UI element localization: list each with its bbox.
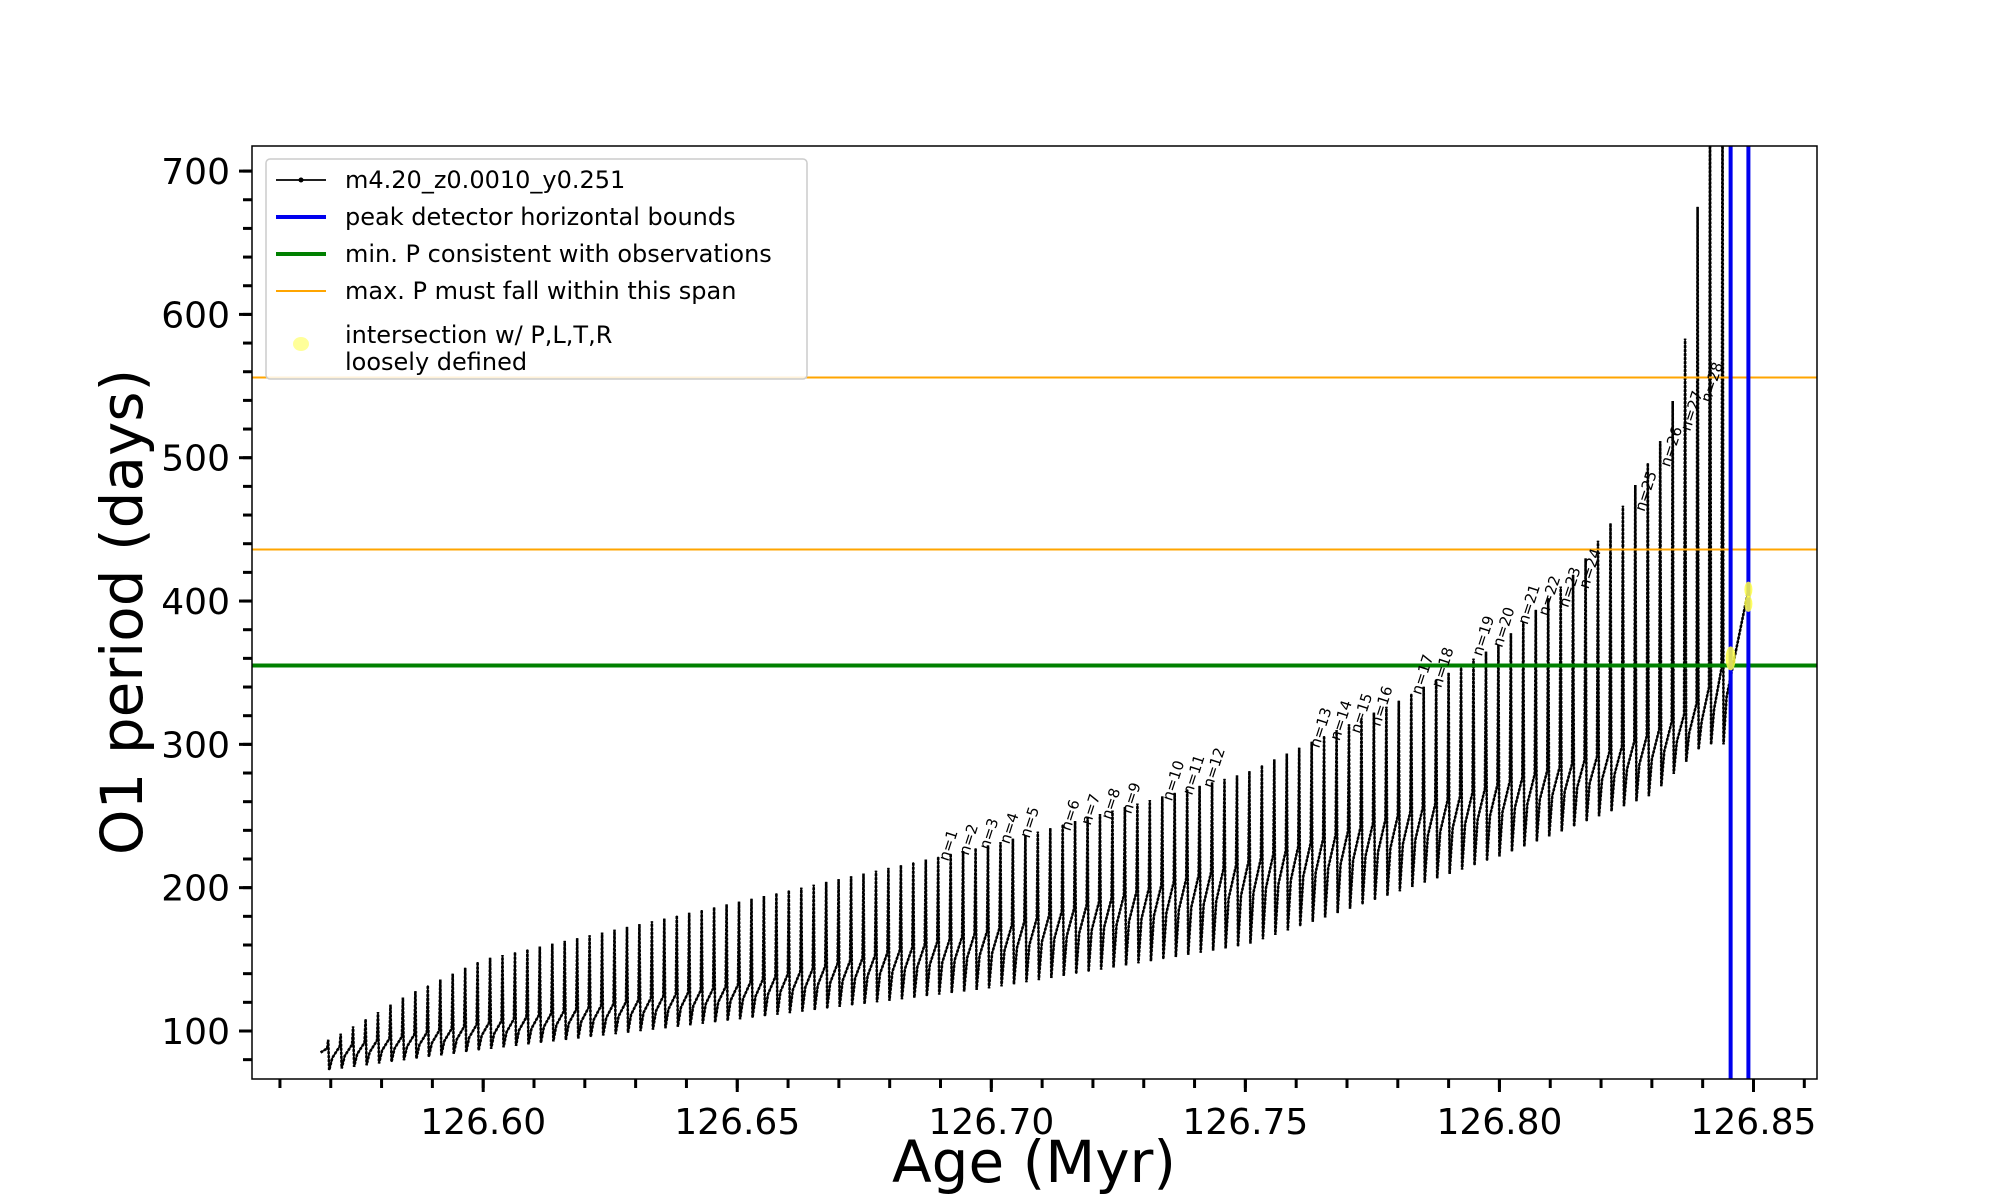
y-tick-label-1: 200 <box>161 869 230 910</box>
legend-label-4-line-1: loosely defined <box>345 348 527 376</box>
pulse-label-25: n=25 <box>1631 469 1661 514</box>
y-axis-label: O1 period (days) <box>88 369 156 855</box>
y-tick-label-4: 500 <box>161 439 230 480</box>
pulse-label-16: n=16 <box>1367 684 1397 729</box>
pulse-label-24: n=24 <box>1575 546 1605 591</box>
x-tick-label-5: 126.85 <box>1691 1102 1817 1143</box>
plot-frame <box>251 145 1818 1080</box>
series-line-core-0 <box>320 146 1750 1071</box>
y-tick-label-2: 300 <box>161 725 230 766</box>
intersection-marker-1 <box>1744 595 1753 612</box>
pulse-label-26: n=26 <box>1656 424 1686 469</box>
y-tick-label-5: 600 <box>161 295 230 336</box>
legend-box <box>265 158 808 380</box>
intersection-marker-0 <box>1725 646 1736 671</box>
intersection-marker-2 <box>1744 581 1753 598</box>
axes: 126.60 126.65 126.70 126.75 126.80 126.85 100 2… <box>161 152 1816 1143</box>
legend-label-4-line-0: intersection w/ P,L,T,R <box>345 321 612 349</box>
y-tick-label-3: 400 <box>161 582 230 623</box>
y-tick-label-6: 700 <box>161 152 230 193</box>
pulse-label-20: n=20 <box>1489 605 1519 650</box>
x-tick-label-2: 126.70 <box>928 1102 1054 1143</box>
x-tick-label-1: 126.65 <box>674 1102 800 1143</box>
x-axis-label: Age (Myr) <box>892 1128 1176 1196</box>
legend-handle-4 <box>293 337 309 351</box>
legend-handle-0-dot <box>298 177 304 183</box>
x-tick-label-3: 126.75 <box>1182 1102 1308 1143</box>
legend-label-2: min. P consistent with observations <box>345 240 772 268</box>
legend-label-3: max. P must fall within this span <box>345 277 736 305</box>
pulse-label-9: n=9 <box>1118 780 1145 816</box>
legend-label-1: peak detector horizontal bounds <box>345 203 736 231</box>
x-tick-label-4: 126.80 <box>1436 1102 1562 1143</box>
y-tick-label-0: 100 <box>161 1012 230 1053</box>
x-tick-label-0: 126.60 <box>420 1102 546 1143</box>
legend-label-0: m4.20_z0.0010_y0.251 <box>345 166 625 194</box>
